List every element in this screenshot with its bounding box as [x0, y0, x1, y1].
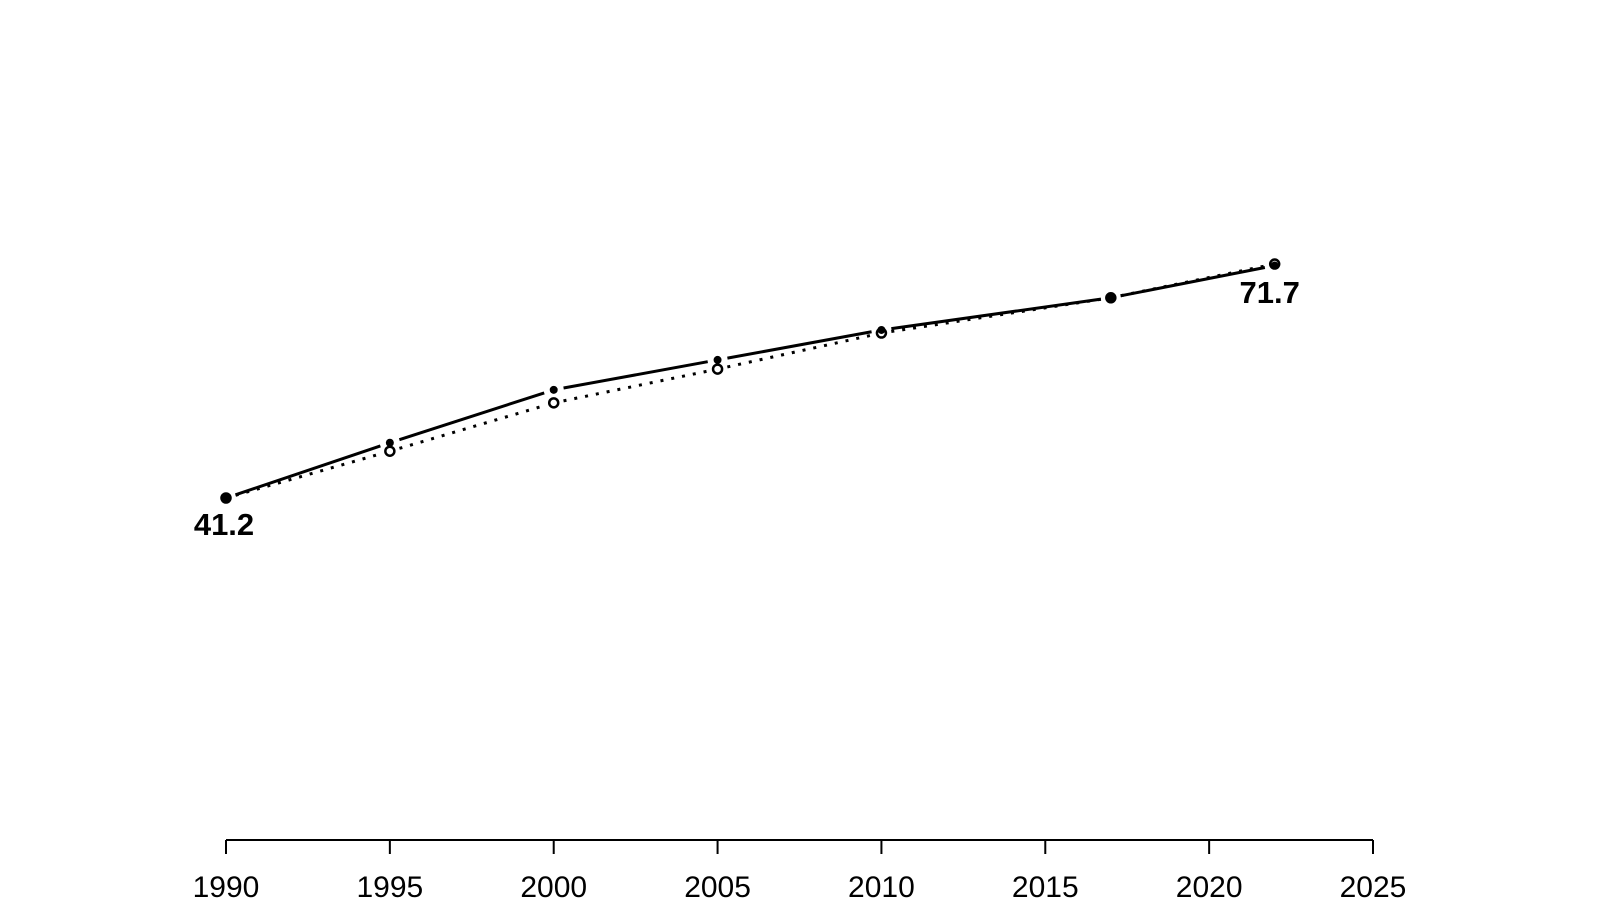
- data-label-end: 71.7: [1240, 275, 1300, 310]
- x-axis-tick-label: 1995: [356, 871, 423, 900]
- series-segment-solid-filled-points: [234, 444, 381, 497]
- marker-open-circle: [384, 445, 396, 457]
- marker-filled-circle: [877, 325, 886, 334]
- marker-filled-circle: [1106, 293, 1115, 302]
- series-segment-solid-filled-points: [398, 391, 545, 442]
- marker-open-circle: [547, 397, 560, 409]
- marker-filled-circle: [713, 355, 722, 364]
- series-segment-dotted-open-circles: [563, 369, 709, 403]
- series-segment-solid-filled-points: [727, 330, 872, 360]
- marker-filled-circle: [222, 494, 230, 502]
- x-axis-tick-label: 2005: [684, 871, 751, 900]
- series-segment-solid-filled-points: [563, 360, 709, 390]
- x-axis-tick-label: 2025: [1340, 871, 1407, 900]
- x-axis-tick-label: 2020: [1176, 871, 1243, 900]
- marker-filled-circle: [549, 385, 558, 394]
- series-segment-dotted-open-circles: [235, 452, 381, 497]
- series-segment-solid-filled-points: [1120, 265, 1266, 298]
- series-segment-solid-filled-points: [891, 297, 1102, 331]
- marker-open-circle: [711, 363, 724, 375]
- data-label-start: 41.2: [194, 507, 254, 542]
- x-axis-tick-label: 1990: [193, 871, 260, 900]
- series-segment-dotted-open-circles: [399, 404, 545, 450]
- x-axis-tick-label: 2000: [520, 871, 587, 900]
- marker-filled-circle: [1270, 261, 1279, 270]
- x-axis-tick-label: 2015: [1012, 871, 1079, 900]
- marker-filled-circle: [385, 438, 394, 447]
- x-axis-tick-label: 2010: [848, 871, 915, 900]
- series-segment-dotted-open-circles: [727, 333, 872, 369]
